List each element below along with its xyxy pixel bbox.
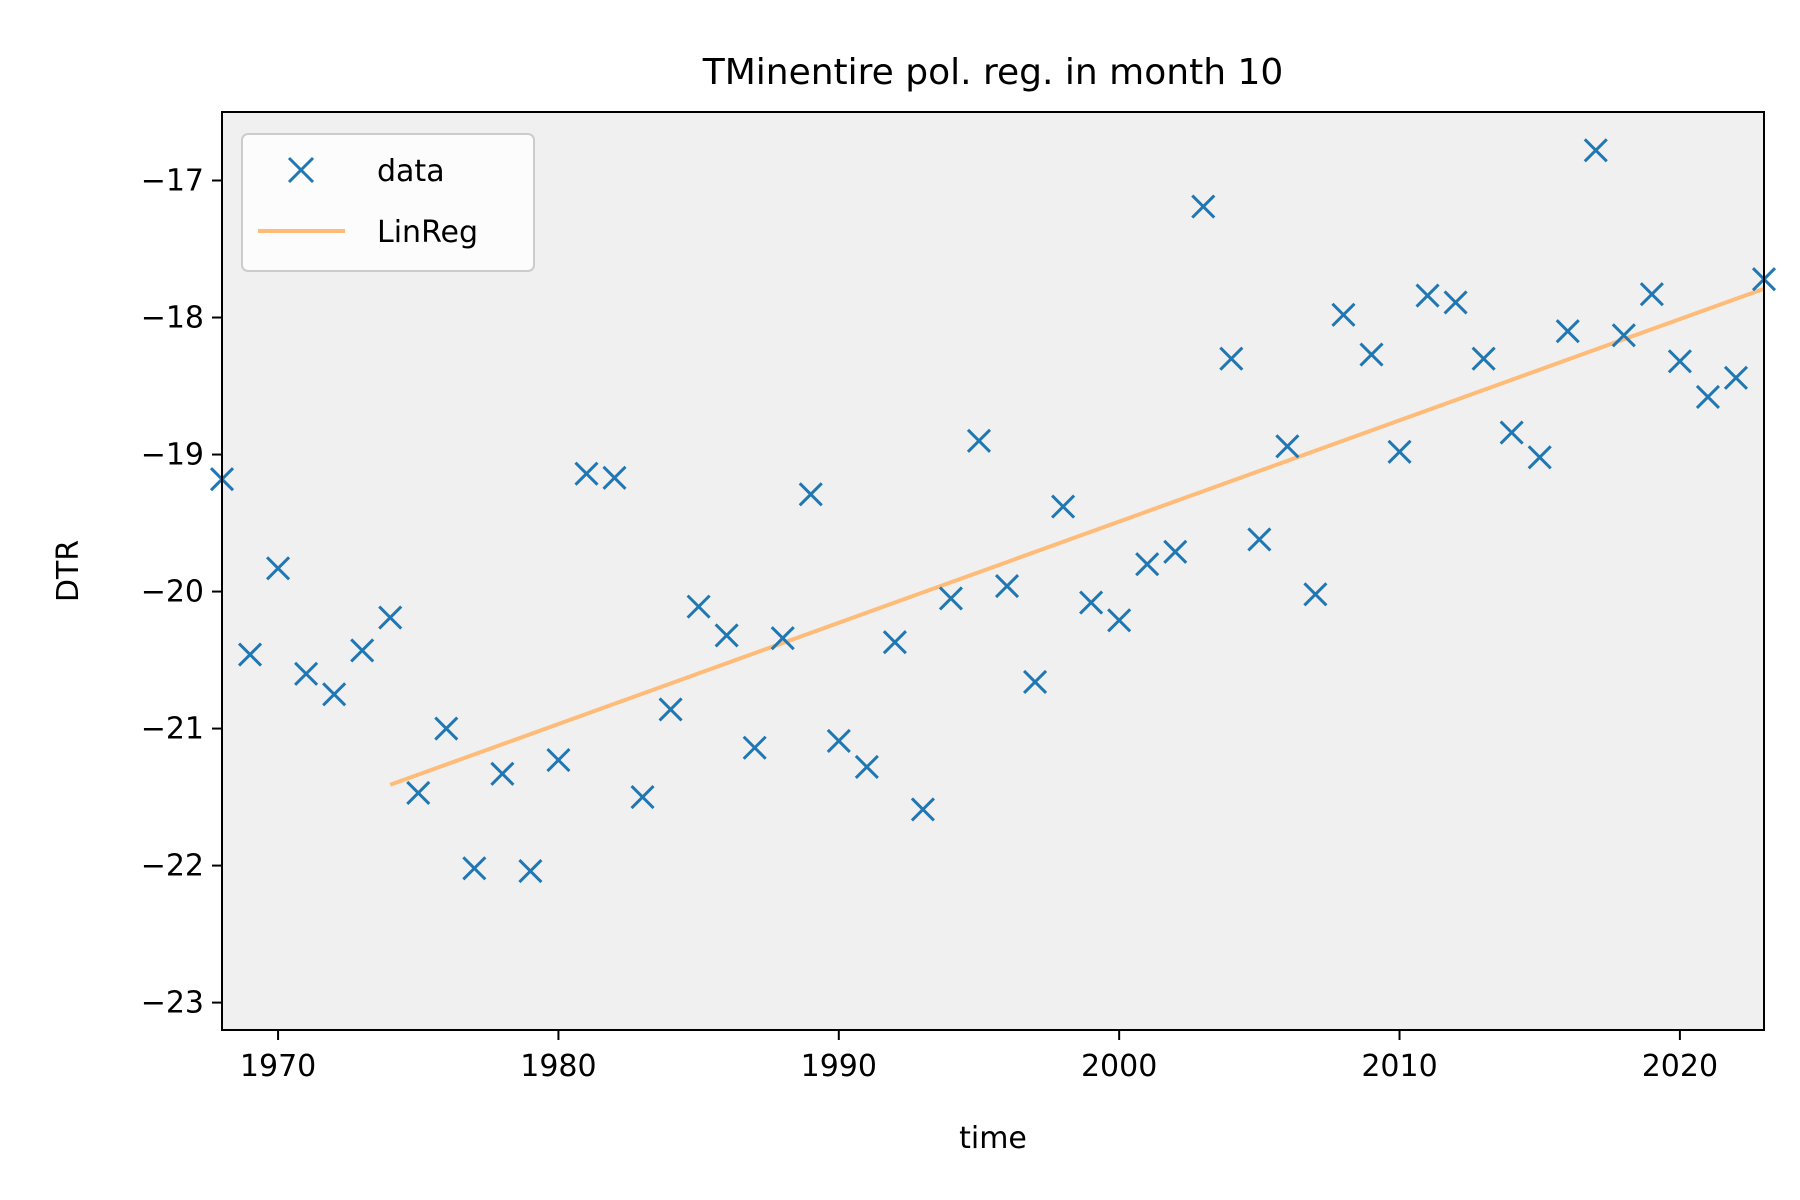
data-point	[1527, 445, 1552, 470]
data-point	[1051, 494, 1076, 519]
data-point	[1191, 194, 1216, 219]
data-point	[378, 605, 403, 630]
data-point	[658, 697, 683, 722]
data-point	[686, 594, 711, 619]
data-point	[237, 642, 263, 667]
x-tick-label: 1970	[240, 1049, 316, 1084]
y-tick-label: −17	[141, 164, 204, 199]
y-axis-label: DTR	[51, 540, 86, 602]
legend-label-data: data	[377, 154, 445, 189]
data-point	[910, 797, 935, 822]
x-tick-label: 1990	[801, 1049, 877, 1084]
y-tick-label: −20	[141, 575, 204, 610]
data-point	[322, 682, 347, 707]
x-tick-label: 2010	[1361, 1049, 1437, 1084]
data-point	[882, 630, 907, 655]
data-point	[1219, 346, 1244, 371]
data-point	[826, 728, 851, 753]
data-point	[798, 482, 823, 507]
y-tick-label: −18	[141, 301, 204, 336]
data-point	[1443, 290, 1468, 315]
legend: data LinReg	[241, 133, 535, 272]
data-point	[966, 428, 992, 453]
data-point	[742, 735, 767, 760]
data-point	[854, 754, 879, 779]
legend-label-linreg: LinReg	[377, 215, 478, 250]
y-tick-label: −21	[141, 712, 204, 747]
chart-title: TMinentire pol. reg. in month 10	[702, 52, 1284, 93]
data-point	[294, 661, 319, 686]
data-point	[518, 859, 543, 884]
data-point	[938, 586, 964, 611]
data-point	[1611, 323, 1636, 348]
data-point	[1079, 590, 1104, 615]
x-axis: 1970 1980 1990 2000 2010 2020	[240, 1030, 1718, 1084]
data-point	[1499, 420, 1524, 445]
data-point	[1695, 384, 1720, 410]
data-point	[266, 556, 291, 581]
x-tick-label: 2000	[1081, 1049, 1157, 1084]
data-point	[770, 626, 795, 651]
data-point	[1359, 342, 1384, 367]
linreg-line	[389, 286, 1765, 787]
y-tick-label: −22	[141, 849, 204, 884]
y-tick-label: −23	[141, 986, 204, 1021]
data-point	[1022, 669, 1048, 695]
data-point	[1303, 582, 1328, 607]
data-point	[1135, 552, 1160, 577]
data-point	[546, 748, 571, 773]
x-tick-label: 1980	[520, 1049, 596, 1084]
plot-frame	[221, 111, 1765, 1031]
chart-marks	[209, 138, 1777, 884]
y-axis: −23 −22 −21 −20 −19 −18 −17	[141, 164, 222, 1021]
data-point	[1331, 302, 1356, 327]
data-point	[1275, 434, 1300, 459]
data-point	[994, 574, 1020, 599]
data-point	[714, 623, 739, 648]
y-tick-label: −19	[141, 438, 204, 473]
data-point	[1639, 282, 1664, 307]
data-point	[574, 461, 599, 486]
data-point	[1583, 138, 1608, 163]
data-point	[1247, 527, 1272, 552]
data-point	[1471, 346, 1496, 371]
data-point	[350, 638, 375, 663]
data-point	[1387, 439, 1412, 464]
data-point	[1667, 349, 1692, 374]
data-point	[602, 465, 627, 490]
data-point	[630, 785, 655, 810]
x-tick-label: 2020	[1642, 1049, 1718, 1084]
data-point	[1163, 539, 1188, 564]
legend-box	[241, 133, 535, 272]
data-point	[1107, 608, 1132, 633]
data-point	[406, 780, 431, 806]
data-point	[1723, 365, 1749, 390]
data-point	[462, 856, 487, 881]
x-axis-label: time	[959, 1121, 1027, 1156]
data-point	[1555, 319, 1580, 344]
data-point	[490, 761, 515, 786]
data-point	[434, 716, 459, 741]
legend-data-marker	[287, 156, 315, 184]
data-point	[1415, 283, 1440, 308]
